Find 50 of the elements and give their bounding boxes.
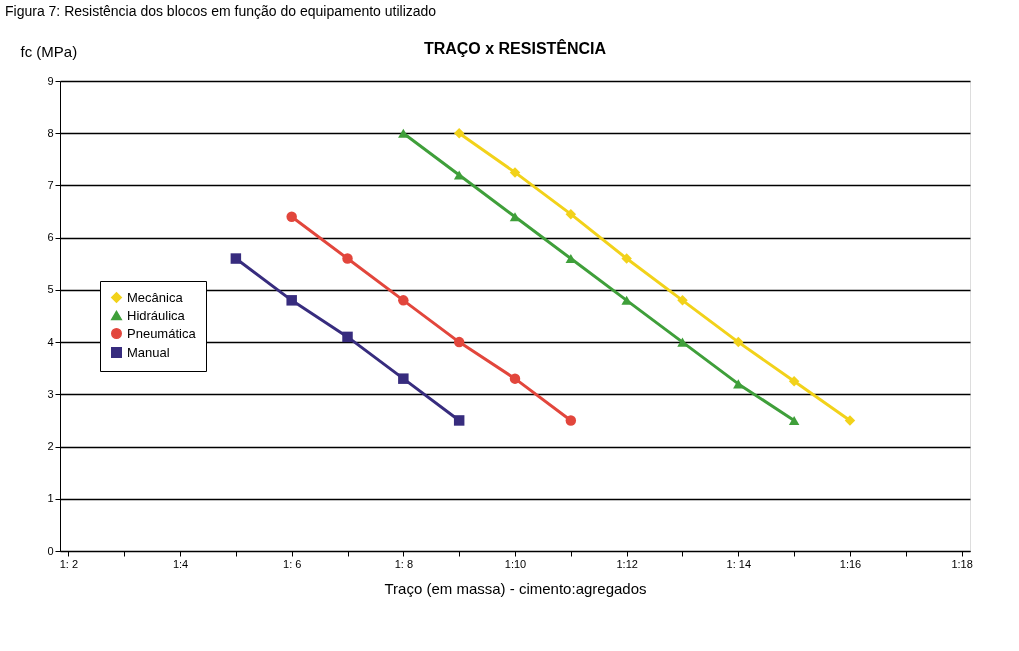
point: [621, 295, 632, 305]
x-tick-label: 1:12: [616, 557, 638, 570]
y-tick-label: 3: [47, 387, 54, 400]
point: [844, 415, 856, 426]
x-tick-label: 1: 6: [283, 557, 302, 570]
y-tick-label: 5: [47, 283, 54, 296]
point: [509, 373, 521, 384]
point: [677, 337, 688, 347]
y-tick-label: 6: [47, 231, 54, 244]
x-tick-label: 1: 14: [726, 557, 752, 570]
point: [453, 336, 465, 348]
point: [453, 127, 465, 139]
x-axis-title: Traço (em massa) - cimento:agregados: [384, 579, 647, 597]
point: [342, 253, 353, 264]
point: [398, 373, 409, 384]
x-tick-label: 1:10: [504, 557, 527, 570]
y-tick-label: 8: [47, 126, 54, 139]
legend-label: Mecânica: [127, 289, 184, 305]
x-tick-label: 1:18: [951, 557, 973, 570]
y-tick-label: 4: [47, 335, 54, 348]
y-tick-label: 0: [47, 544, 54, 557]
chart-title: TRAÇO x RESISTÊNCIA: [423, 39, 607, 57]
point: [788, 376, 800, 387]
point: [788, 415, 800, 425]
legend-label: Pneumática: [127, 325, 197, 341]
point: [621, 253, 632, 264]
point: [565, 415, 577, 426]
y-tick-label: 2: [47, 440, 54, 453]
text: Figura 7: Resistência dos blocos em função do equipamento utilizado: [5, 3, 437, 19]
y-tick-label: 1: [47, 492, 54, 505]
x-tick-label: 1: 8: [394, 557, 414, 570]
point: [565, 208, 577, 220]
point: [453, 415, 465, 426]
y-axis-title: fc (MPa): [20, 42, 78, 60]
x-tick-label: 1:4: [172, 557, 189, 570]
point: [733, 336, 744, 348]
legend-label: Hidráulica: [127, 307, 186, 323]
point: [509, 167, 521, 178]
y-tick-label: 9: [47, 74, 54, 87]
y-tick-label: 7: [47, 178, 54, 191]
point: [342, 331, 353, 343]
point: [733, 379, 744, 389]
point: [286, 295, 297, 306]
x-tick-label: 1:16: [839, 557, 862, 570]
point: [398, 295, 409, 306]
point: [286, 211, 297, 223]
point: [230, 253, 242, 264]
legend-label: Manual: [127, 344, 170, 360]
point: [677, 295, 688, 306]
x-tick-label: 1: 2: [59, 557, 79, 570]
